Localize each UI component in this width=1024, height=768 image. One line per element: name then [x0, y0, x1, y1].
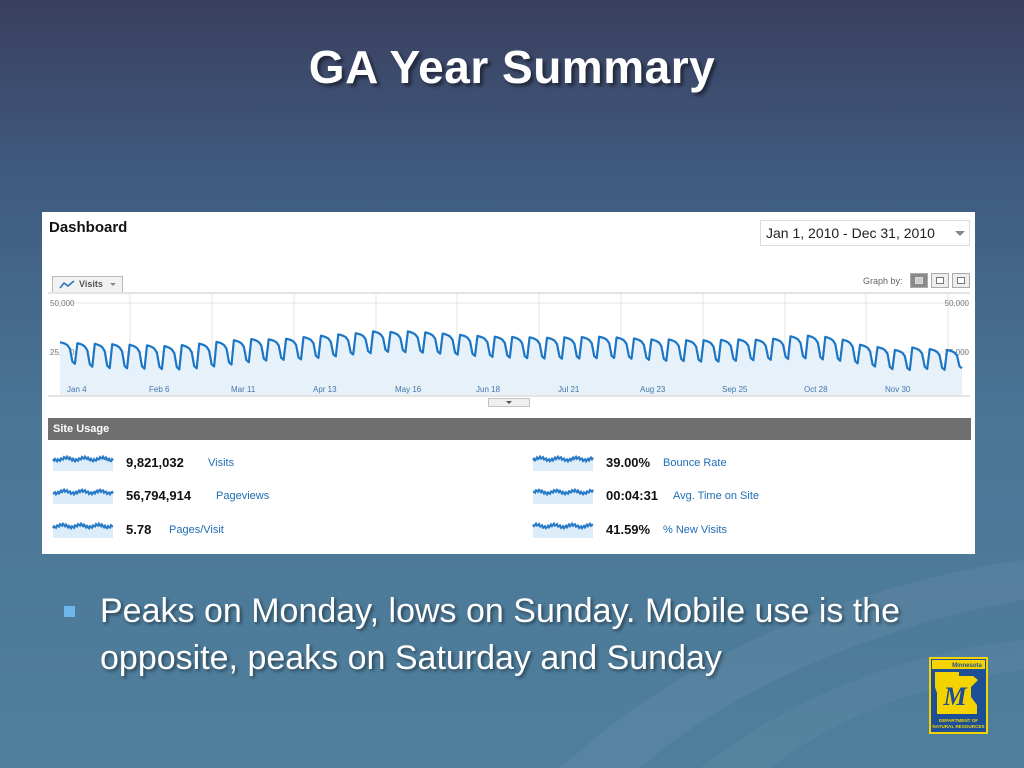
day-view-icon — [915, 277, 923, 284]
chevron-down-icon — [110, 283, 116, 286]
avg-time-on-site-sparkline — [532, 487, 594, 504]
graph-by-day-button[interactable] — [910, 273, 928, 288]
y-tick-label: 25,000 — [945, 348, 970, 357]
sparkline-line — [532, 487, 594, 497]
sparkline-line — [52, 454, 114, 464]
visits-sparkline — [52, 454, 114, 471]
line-chart-icon — [59, 280, 75, 289]
bullet-text: Peaks on Monday, lows on Sunday. Mobile … — [100, 592, 901, 677]
metric-selector-label: Visits — [79, 279, 103, 289]
site-usage-header: Site Usage — [48, 418, 971, 440]
metric-value: 39.00% — [606, 455, 651, 470]
metric-value: 5.78 — [126, 522, 152, 537]
x-tick-label: Apr 13 — [313, 385, 337, 394]
graph-by-label: Graph by: — [863, 276, 903, 286]
sparkline-line — [52, 487, 114, 497]
metric-value: 00:04:31 — [606, 488, 659, 503]
x-tick-label: Jul 21 — [558, 385, 580, 394]
logo-m-letter: M — [942, 682, 967, 711]
x-tick-label: Mar 11 — [231, 385, 256, 394]
logo-dept-text: DEPARTMENT OF — [939, 718, 978, 723]
week-view-icon — [936, 277, 944, 284]
graph-by-month-button[interactable] — [952, 273, 970, 288]
visits-series-line — [59, 330, 963, 372]
bounce-rate-sparkline — [532, 454, 594, 471]
metric-label[interactable]: Pageviews — [216, 490, 270, 502]
metric-value: 41.59% — [606, 522, 651, 537]
metric-label[interactable]: Pages/Visit — [169, 524, 224, 536]
date-range-selector[interactable]: Jan 1, 2010 - Dec 31, 2010 — [760, 220, 970, 246]
metric-value: 56,794,914 — [126, 488, 192, 503]
metric-value: 9,821,032 — [126, 455, 184, 470]
new-visits-sparkline — [532, 521, 594, 538]
chevron-down-icon — [506, 401, 512, 404]
metric-label[interactable]: Avg. Time on Site — [673, 490, 760, 502]
sparkline-line — [532, 454, 594, 464]
chart-expand-handle[interactable] — [488, 398, 530, 407]
x-tick-label: Sep 25 — [722, 385, 748, 394]
date-range-label: Jan 1, 2010 - Dec 31, 2010 — [766, 225, 935, 241]
x-tick-label: Jan 4 — [67, 385, 87, 394]
metric-label[interactable]: Visits — [208, 457, 235, 469]
y-tick-label: 50,000 — [50, 299, 75, 308]
mn-dnr-logo: Minnesota M DEPARTMENT OF NATURAL RESOUR… — [929, 657, 988, 734]
month-view-icon — [957, 277, 965, 284]
sparkline-line — [532, 521, 594, 531]
y-tick-label: 50,000 — [945, 299, 970, 308]
chevron-down-icon — [955, 231, 965, 236]
x-tick-label: Aug 23 — [640, 385, 666, 394]
x-tick-label: Nov 30 — [885, 385, 911, 394]
x-tick-label: Feb 6 — [149, 385, 170, 394]
x-tick-label: May 16 — [395, 385, 422, 394]
square-bullet-icon — [64, 606, 75, 617]
metric-selector-tab[interactable]: Visits — [52, 276, 123, 292]
logo-top-text: Minnesota — [952, 663, 982, 669]
pageviews-sparkline — [52, 487, 114, 504]
sparkline-area — [53, 523, 113, 538]
metric-label[interactable]: % New Visits — [663, 524, 727, 536]
dashboard-title: Dashboard — [49, 219, 128, 236]
sparkline-line — [52, 521, 114, 531]
metric-label[interactable]: Bounce Rate — [663, 457, 727, 469]
slide-title: GA Year Summary — [308, 41, 716, 93]
logo-dnr-text: NATURAL RESOURCES — [932, 724, 984, 729]
x-tick-label: Oct 28 — [804, 385, 828, 394]
pages-per-visit-sparkline — [52, 521, 114, 538]
analytics-screenshot: Dashboard Jan 1, 2010 - Dec 31, 2010 Vis… — [42, 212, 975, 554]
x-tick-label: Jun 18 — [476, 385, 501, 394]
graph-by-week-button[interactable] — [931, 273, 949, 288]
